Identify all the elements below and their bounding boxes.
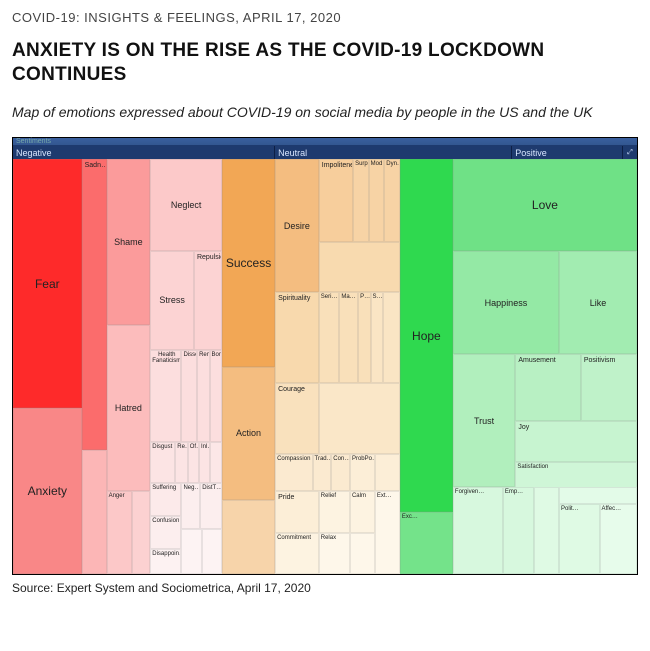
treemap-cell: P… xyxy=(358,292,370,383)
treemap-cell: Courage xyxy=(275,383,319,454)
treemap-cell: Mod… xyxy=(369,159,385,242)
treemap-cell: Positivism xyxy=(581,354,637,420)
page-title: ANXIETY IS ON THE RISE AS THE COVID-19 L… xyxy=(12,39,612,87)
treemap-cell: Commitment xyxy=(275,533,319,575)
treemap-cell xyxy=(222,500,275,575)
treemap-cell: Dissoluti… xyxy=(181,350,197,441)
treemap-cell: Compassion xyxy=(275,454,312,491)
treemap-cell: Inl… xyxy=(199,442,210,484)
treemap-cell: ProbPo… xyxy=(350,454,375,491)
treemap-body: FearAnxietySadn…ShameHatredAngerNeglectS… xyxy=(13,159,637,574)
treemap-cell: Health Fanaticism xyxy=(150,350,181,441)
treemap-cell: Calm xyxy=(350,491,375,533)
treemap-cell: Anxiety xyxy=(13,408,82,574)
treemap-cell: Polit… xyxy=(559,504,600,575)
treemap-cell: Ext… xyxy=(375,491,400,574)
treemap-cell: Fear xyxy=(13,159,82,408)
kicker: COVID-19: INSIGHTS & FEELINGS, APRIL 17,… xyxy=(12,10,638,25)
category-header: Negative Neutral Positive ⤢ xyxy=(13,146,637,159)
treemap-cell: Neglect xyxy=(150,159,222,250)
treemap-cell: Relief xyxy=(319,491,350,533)
category-negative: Negative xyxy=(13,146,275,159)
treemap-cell: Sadn… xyxy=(82,159,107,450)
treemap-cell: Amusement xyxy=(515,354,581,420)
category-positive: Positive xyxy=(512,146,623,159)
treemap-cell: Re… xyxy=(175,442,187,484)
treemap-cell xyxy=(210,442,222,484)
treemap-cell xyxy=(319,383,400,454)
treemap-cell: DistT… xyxy=(200,483,222,529)
treemap-cell: Desire xyxy=(275,159,319,292)
treemap-cell: Forgiven… xyxy=(453,487,503,574)
treemap-cell: Con… xyxy=(331,454,350,491)
treemap-cell: Affec… xyxy=(600,504,637,575)
chart-topbar: Sentiments xyxy=(13,138,637,146)
treemap-cell: Trust xyxy=(453,354,515,487)
treemap-cell: Happiness xyxy=(453,251,559,355)
treemap-cell: Seri… xyxy=(319,292,340,383)
category-neutral: Neutral xyxy=(275,146,512,159)
treemap-cell: Joy xyxy=(515,421,637,463)
treemap-cell: Like xyxy=(559,251,637,355)
treemap-cell xyxy=(181,529,202,575)
treemap-cell xyxy=(375,454,400,491)
treemap-cell: Dyn… xyxy=(384,159,400,242)
treemap-cell: Anger xyxy=(107,491,132,574)
treemap-cell: Success xyxy=(222,159,275,367)
treemap-cell: Confusion xyxy=(150,516,181,549)
treemap-cell xyxy=(559,487,637,504)
treemap-cell: Hatred xyxy=(107,325,151,491)
treemap-cell: Relax xyxy=(319,533,350,575)
treemap-cell: Disgust xyxy=(150,442,175,484)
treemap-cell xyxy=(202,529,222,575)
treemap-chart: Sentiments Negative Neutral Positive ⤢ F… xyxy=(12,137,638,575)
treemap-cell: Disappoin… xyxy=(150,549,181,574)
treemap-cell: Repulsion xyxy=(194,251,222,351)
treemap-cell: Exc… xyxy=(400,512,453,574)
treemap-cell: Impoliteness xyxy=(319,159,353,242)
treemap-cell: Suffering xyxy=(150,483,181,516)
treemap-cell xyxy=(350,533,375,575)
subhead: Map of emotions expressed about COVID-19… xyxy=(12,103,632,122)
treemap-cell xyxy=(82,450,107,575)
treemap-cell: Neg… xyxy=(181,483,200,529)
treemap-cell: Bore… xyxy=(210,350,222,441)
treemap-cell: Action xyxy=(222,367,275,500)
treemap-cell: Ma… xyxy=(339,292,358,383)
treemap-cell: Spirituality xyxy=(275,292,319,383)
treemap-cell: Pride xyxy=(275,491,319,533)
treemap-cell xyxy=(319,242,400,292)
treemap-cell xyxy=(132,491,151,574)
treemap-cell: Surp… xyxy=(353,159,369,242)
treemap-cell xyxy=(383,292,400,383)
source-line: Source: Expert System and Sociometrica, … xyxy=(12,581,638,595)
treemap-cell: Of… xyxy=(188,442,199,484)
treemap-cell: Emp… xyxy=(503,487,534,574)
treemap-cell: Shame xyxy=(107,159,151,325)
treemap-cell: Remo… xyxy=(197,350,209,441)
treemap-cell: Stress xyxy=(150,251,194,351)
treemap-cell: S… xyxy=(371,292,383,383)
expand-icon[interactable]: ⤢ xyxy=(627,149,633,157)
treemap-cell: Trad… xyxy=(313,454,332,491)
treemap-cell: Love xyxy=(453,159,637,250)
chart-tool-icons[interactable]: ⤢ xyxy=(623,146,637,159)
treemap-cell xyxy=(534,487,559,574)
treemap-cell: Hope xyxy=(400,159,453,512)
